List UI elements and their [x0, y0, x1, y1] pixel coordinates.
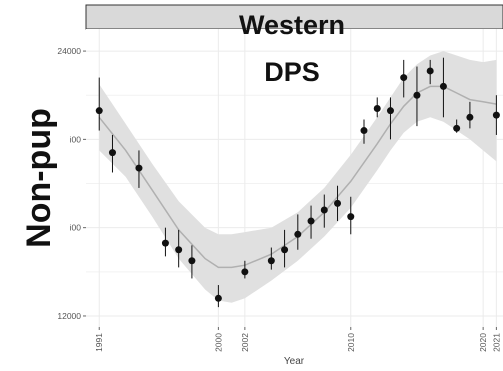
data-point	[161, 239, 169, 247]
data-point	[466, 113, 474, 121]
x-axis: 1991 2000 2002 2010 2020 2021	[94, 327, 501, 352]
data-point	[413, 91, 421, 99]
data-point	[347, 213, 355, 221]
y-axis: 12000 i00 i00 24000	[57, 46, 86, 321]
overlay-y-label: Non-pup	[20, 108, 58, 248]
x-tick-label: 2000	[213, 333, 223, 352]
x-tick-label: 1991	[94, 333, 104, 352]
data-point	[360, 127, 368, 135]
data-point	[294, 230, 302, 238]
data-point	[267, 257, 275, 265]
data-point	[334, 199, 342, 207]
data-point	[492, 111, 500, 119]
x-tick-label: 2002	[240, 333, 250, 352]
data-point	[426, 67, 434, 75]
facet-strip	[85, 4, 503, 30]
data-point	[135, 164, 143, 172]
data-point	[386, 107, 394, 115]
data-point	[307, 217, 315, 225]
x-tick-label: 2020	[478, 333, 488, 352]
overlay-title-line2: DPS	[264, 57, 320, 87]
data-point	[400, 74, 408, 82]
data-point	[214, 294, 222, 302]
data-points	[95, 57, 500, 308]
data-point	[453, 124, 461, 132]
y-tick-label: 12000	[57, 311, 81, 321]
data-point	[188, 257, 196, 265]
y-tick-label: i00	[70, 134, 82, 144]
x-axis-title: Year	[284, 356, 305, 367]
data-point	[108, 149, 116, 157]
data-point	[281, 246, 289, 254]
x-tick-label: 2021	[491, 333, 501, 352]
data-point	[373, 104, 381, 112]
data-point	[241, 268, 249, 276]
data-point	[439, 82, 447, 90]
data-point	[320, 206, 328, 214]
x-tick-label: 2010	[346, 333, 356, 352]
overlay-title-line1: Western	[239, 10, 345, 40]
data-point	[175, 246, 183, 254]
data-point	[95, 107, 103, 115]
y-tick-label: 24000	[57, 46, 81, 56]
y-tick-label: i00	[70, 223, 82, 233]
